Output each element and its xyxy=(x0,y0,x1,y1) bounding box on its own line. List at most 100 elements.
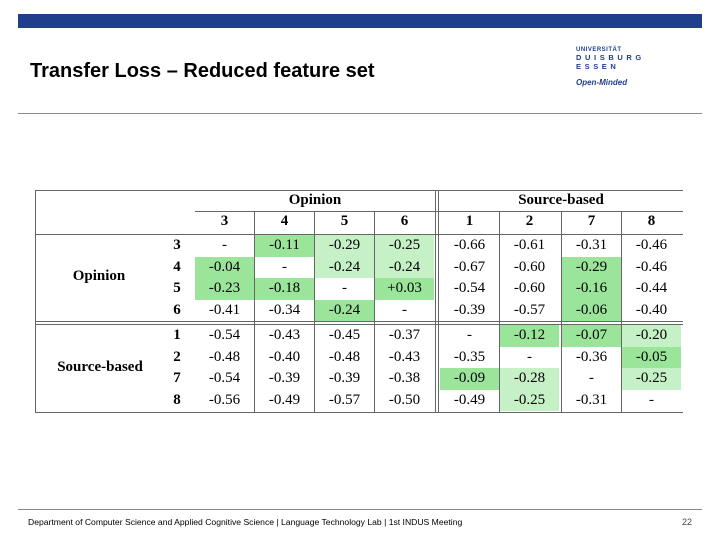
table-cell: - xyxy=(527,348,532,365)
table-rule xyxy=(621,211,622,413)
table-cell: -0.54 xyxy=(453,280,486,296)
table-cell: -0.07 xyxy=(562,325,621,347)
row-group-label: Source-based xyxy=(57,359,143,375)
table-rule xyxy=(438,190,439,413)
row-label: 4 xyxy=(173,258,181,275)
row-group-label: Opinion xyxy=(72,268,126,284)
row-label: 8 xyxy=(173,391,181,408)
table-cell: - xyxy=(467,327,472,343)
logo-slogan: Open-Minded xyxy=(576,78,628,87)
table-cell: -0.56 xyxy=(208,391,241,408)
table-cell: -0.09 xyxy=(440,368,499,390)
table-cell: -0.49 xyxy=(453,391,486,408)
logo-top-text: UNIVERSITÄT xyxy=(576,47,622,53)
table-rule xyxy=(35,190,36,413)
column-group-header: Source-based xyxy=(518,192,604,208)
row-label: 5 xyxy=(173,280,181,296)
table-cell: -0.43 xyxy=(388,348,421,365)
table-cell: - xyxy=(649,391,654,408)
table-cell: - xyxy=(282,258,287,275)
table-rule xyxy=(35,190,683,191)
table-cell: -0.24 xyxy=(375,256,434,278)
table-cell: -0.49 xyxy=(268,391,301,408)
table-cell: -0.54 xyxy=(208,370,241,386)
table-cell: - xyxy=(589,370,594,386)
table-cell: +0.03 xyxy=(375,278,434,300)
table-cell: -0.18 xyxy=(255,278,314,300)
table-cell: -0.57 xyxy=(328,391,361,408)
table-cell: -0.28 xyxy=(500,368,559,390)
footer-text: Department of Computer Science and Appli… xyxy=(28,517,463,527)
table-cell: - xyxy=(222,237,227,253)
table-cell: -0.24 xyxy=(315,299,374,321)
table-cell: -0.34 xyxy=(268,301,301,318)
column-label: 7 xyxy=(587,213,596,229)
table-rule xyxy=(35,324,683,325)
slide-title: Transfer Loss – Reduced feature set xyxy=(30,60,375,82)
table-cell: -0.60 xyxy=(513,280,546,296)
table-rule xyxy=(499,211,500,413)
table-cell: -0.66 xyxy=(453,237,486,253)
table-cell: -0.31 xyxy=(575,391,608,408)
table-rule xyxy=(374,211,375,413)
table-cell: -0.38 xyxy=(388,370,421,386)
table-cell: -0.45 xyxy=(328,327,361,343)
table-cell: -0.39 xyxy=(268,370,301,386)
table-cell: -0.25 xyxy=(375,235,434,257)
row-label: 2 xyxy=(173,348,181,365)
table-cell: -0.36 xyxy=(575,348,608,365)
table-cell: -0.06 xyxy=(562,299,621,321)
row-label: 1 xyxy=(173,327,181,343)
table-cell: -0.57 xyxy=(513,301,546,318)
table-cell: -0.35 xyxy=(453,348,486,365)
table-rule xyxy=(35,321,683,322)
table-cell: -0.54 xyxy=(208,327,241,343)
column-group-header: Opinion xyxy=(288,192,342,208)
table-cell: -0.48 xyxy=(328,348,361,365)
table-cell: -0.50 xyxy=(388,391,421,408)
table-rule xyxy=(561,211,562,413)
table-cell: -0.39 xyxy=(453,301,486,318)
table-cell: -0.61 xyxy=(513,237,546,253)
page-number: 22 xyxy=(681,517,692,527)
table-cell: -0.39 xyxy=(328,370,361,386)
table-rule xyxy=(254,211,255,413)
table-cell: - xyxy=(342,280,347,296)
table-cell: -0.40 xyxy=(268,348,301,365)
table-cell: -0.12 xyxy=(500,325,559,347)
column-label: 4 xyxy=(280,213,289,229)
table-rule xyxy=(314,211,315,413)
logo-name-line2: ESSEN xyxy=(576,62,620,71)
table-cell: -0.29 xyxy=(562,256,621,278)
table-cell: -0.48 xyxy=(208,348,241,365)
table-cell: -0.40 xyxy=(635,301,668,318)
table-rule xyxy=(435,190,436,413)
table-cell: -0.16 xyxy=(562,278,621,300)
column-label: 8 xyxy=(647,213,656,229)
table-cell: -0.29 xyxy=(315,235,374,257)
table-rule xyxy=(195,211,683,212)
table-cell: -0.37 xyxy=(388,327,421,343)
transfer-loss-table: Opinion Source-based 3 4 5 6 1 2 7 8 Opinion Source… xyxy=(35,190,683,413)
table-rule xyxy=(35,234,683,235)
table-cell: -0.11 xyxy=(255,235,314,257)
column-label: 1 xyxy=(465,213,474,229)
column-label: 2 xyxy=(525,213,534,229)
table-cell: -0.31 xyxy=(575,237,608,253)
table-cell: -0.44 xyxy=(635,280,668,296)
row-label: 6 xyxy=(173,301,181,318)
row-label: 7 xyxy=(173,370,181,386)
table-cell: -0.25 xyxy=(622,368,681,390)
table-cell: -0.25 xyxy=(500,389,559,411)
footer-divider xyxy=(18,509,702,510)
table-cell: - xyxy=(402,301,407,318)
table-cell: -0.20 xyxy=(622,325,681,347)
university-logo: UNIVERSITÄT DUISBURG ESSEN Open-Minded xyxy=(576,47,696,97)
row-label: 3 xyxy=(173,237,181,253)
table-cell: -0.41 xyxy=(208,301,241,318)
column-label: 5 xyxy=(340,213,349,229)
table-cell: -0.46 xyxy=(635,258,668,275)
table-cell: -0.24 xyxy=(315,256,374,278)
table-cell: -0.46 xyxy=(635,237,668,253)
column-label: 3 xyxy=(220,213,229,229)
